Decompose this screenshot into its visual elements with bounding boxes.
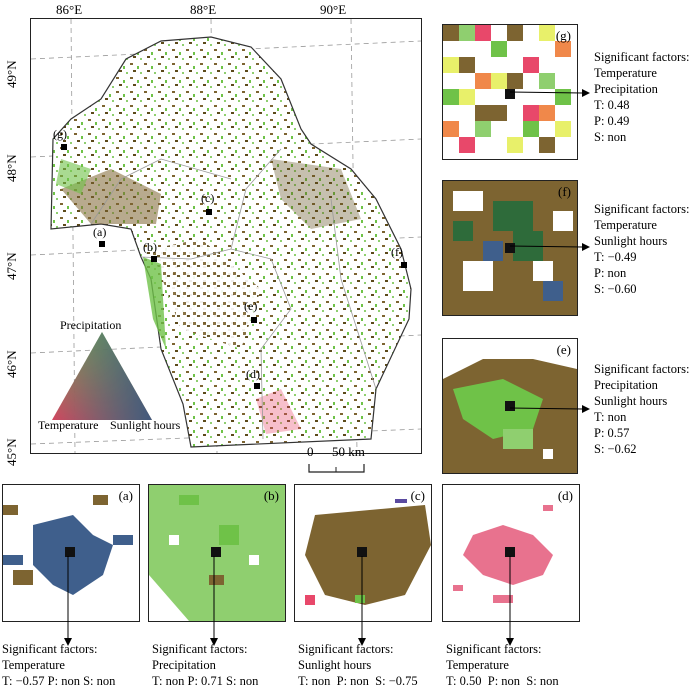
note-f-s: S: −0.60 bbox=[594, 282, 637, 296]
site-label-e: (e) bbox=[244, 299, 258, 313]
ternary-legend bbox=[52, 332, 152, 420]
note-c-stats: T: non P: non S: −0.75 bbox=[298, 674, 418, 688]
panel-f-label: (f) bbox=[558, 184, 571, 199]
note-g-f1: Temperature bbox=[594, 66, 657, 80]
note-b-stats: T: non P: 0.71 S: non bbox=[152, 674, 259, 688]
note-c-factors: Sunlight hours bbox=[298, 658, 372, 672]
lat-tick: 45°N bbox=[4, 438, 19, 466]
site-label-c: (c) bbox=[201, 191, 215, 205]
panel-a-center bbox=[65, 547, 75, 557]
site-marker-c bbox=[206, 209, 212, 215]
map-canvas bbox=[31, 19, 421, 453]
vegetation-patch bbox=[151, 239, 261, 349]
note-e-f2: Sunlight hours bbox=[594, 394, 668, 408]
lat-tick: 48°N bbox=[4, 154, 19, 182]
vegetation-patch bbox=[61, 169, 161, 224]
note-f-p: P: non bbox=[594, 266, 627, 280]
note-g-s: S: non bbox=[594, 130, 627, 144]
note-a-title: Significant factors: bbox=[2, 642, 98, 656]
panel-g-label: (g) bbox=[555, 28, 571, 43]
panel-f-pixels bbox=[443, 181, 577, 315]
note-g-f2: Precipitation bbox=[594, 82, 658, 96]
scale-bar-graphic bbox=[308, 464, 365, 473]
panel-c-label: (c) bbox=[410, 488, 425, 503]
vegetation-patch bbox=[256, 389, 301, 434]
note-e-s: S: −0.62 bbox=[594, 442, 637, 456]
lon-tick: 90°E bbox=[320, 2, 347, 17]
site-marker-e bbox=[251, 317, 257, 323]
lon-tick: 88°E bbox=[190, 2, 217, 17]
panel-e-label: (e) bbox=[556, 342, 571, 357]
legend-temperature: Temperature bbox=[38, 418, 99, 432]
county-boundaries bbox=[90, 148, 377, 440]
note-f-f2: Sunlight hours bbox=[594, 234, 668, 248]
site-label-a: (a) bbox=[93, 225, 107, 239]
panel-e: (e) bbox=[442, 338, 578, 474]
arrow-b bbox=[210, 556, 218, 646]
note-d-stats: T: 0.50 P: non S: non bbox=[446, 674, 559, 688]
note-b-title: Significant factors: bbox=[152, 642, 248, 656]
note-f-title: Significant factors: bbox=[594, 202, 690, 216]
site-label-b: (b) bbox=[143, 240, 157, 254]
note-b-factors: Precipitation bbox=[152, 658, 216, 672]
note-f-f1: Temperature bbox=[594, 218, 657, 232]
lat-tick: 47°N bbox=[4, 252, 19, 280]
site-marker-g bbox=[61, 144, 67, 150]
panel-a-label: (a) bbox=[118, 488, 133, 503]
legend-sunlight: Sunlight hours bbox=[110, 418, 181, 432]
lat-tick: 49°N bbox=[4, 60, 19, 88]
note-d-factors: Temperature bbox=[446, 658, 509, 672]
region-outline bbox=[50, 36, 412, 448]
panel-d-pixels bbox=[443, 485, 579, 621]
note-g-t: T: 0.48 bbox=[594, 98, 630, 112]
note-d-title: Significant factors: bbox=[446, 642, 542, 656]
note-e-p: P: 0.57 bbox=[594, 426, 630, 440]
panel-e-center bbox=[505, 401, 515, 411]
panel-b-label: (b) bbox=[263, 488, 279, 503]
site-marker-a bbox=[99, 241, 105, 247]
vegetation-patch bbox=[143, 257, 166, 349]
note-g-p: P: 0.49 bbox=[594, 114, 630, 128]
vegetation-patch bbox=[56, 159, 91, 194]
arrow-e bbox=[510, 405, 590, 413]
scale-zero: 0 bbox=[307, 444, 314, 459]
arrow-d bbox=[506, 556, 514, 646]
site-label-g: (g) bbox=[53, 127, 67, 141]
panel-a: (a) bbox=[2, 484, 140, 622]
note-a-factors: Temperature bbox=[2, 658, 65, 672]
note-e-title: Significant factors: bbox=[594, 362, 690, 376]
note-a-stats: T: −0.57 P: non S: non bbox=[2, 674, 116, 688]
note-f-t: T: −0.49 bbox=[594, 250, 637, 264]
site-label-f: (f) bbox=[391, 245, 403, 259]
note-g-title: Significant factors: bbox=[594, 50, 690, 64]
panel-d-center bbox=[505, 547, 515, 557]
panel-g-center bbox=[505, 89, 515, 99]
legend-precipitation: Precipitation bbox=[60, 318, 122, 332]
panel-b-center bbox=[211, 547, 221, 557]
lat-tick: 46°N bbox=[4, 350, 19, 378]
site-marker-d bbox=[254, 383, 260, 389]
panel-f: (f) bbox=[442, 180, 578, 316]
panel-c-center bbox=[357, 547, 367, 557]
note-c-title: Significant factors: bbox=[298, 642, 394, 656]
site-label-d: (d) bbox=[246, 367, 260, 381]
panel-f-center bbox=[505, 243, 515, 253]
arrow-a bbox=[64, 556, 72, 646]
scale-label: 50 km bbox=[332, 444, 365, 459]
note-e-t: T: non bbox=[594, 410, 627, 424]
lon-tick: 86°E bbox=[56, 2, 83, 17]
site-marker-f bbox=[401, 262, 407, 268]
panel-g-pixels bbox=[443, 25, 577, 159]
panel-c: (c) bbox=[294, 484, 432, 622]
panel-b: (b) bbox=[148, 484, 286, 622]
vegetation-patch bbox=[271, 159, 361, 229]
arrow-c bbox=[358, 556, 366, 646]
arrow-g bbox=[510, 89, 590, 97]
note-e-f1: Precipitation bbox=[594, 378, 658, 392]
panel-d: (d) bbox=[442, 484, 580, 622]
site-marker-b bbox=[151, 256, 157, 262]
arrow-f bbox=[510, 243, 590, 251]
panel-d-label: (d) bbox=[557, 488, 573, 503]
